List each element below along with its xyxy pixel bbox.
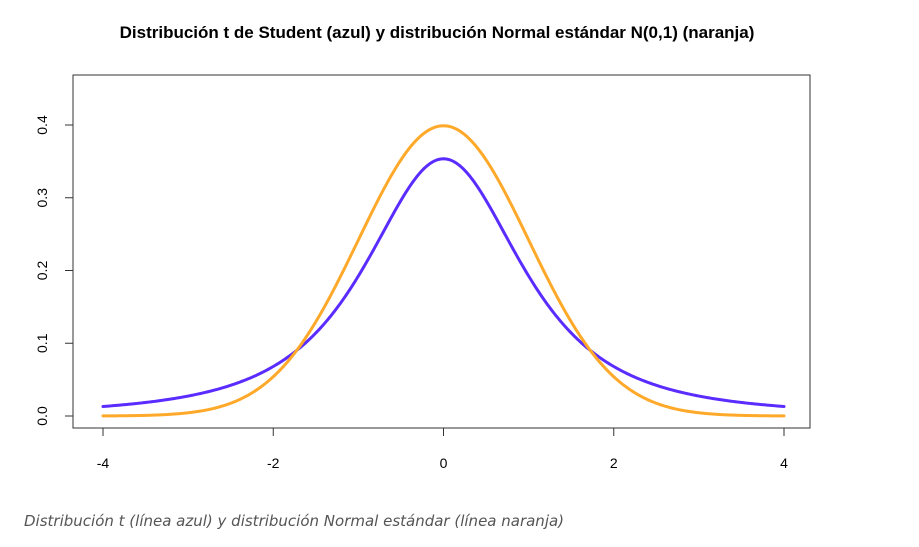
- x-tick-label: 4: [780, 455, 788, 471]
- x-tick-label: 0: [440, 455, 448, 471]
- x-tick-label: -2: [267, 455, 280, 471]
- x-tick-label: 2: [610, 455, 618, 471]
- chart-title: Distribución t de Student (azul) y distr…: [120, 23, 755, 42]
- y-tick-label: 0.0: [34, 406, 50, 426]
- y-tick-label: 0.1: [34, 333, 50, 353]
- y-ticks: 0.0 0.1 0.2 0.3 0.4: [34, 115, 73, 426]
- series-lines: [101, 124, 786, 418]
- series-line-normal: [101, 124, 786, 418]
- x-ticks: -4 -2 0 2 4: [97, 428, 788, 471]
- y-tick-label: 0.2: [34, 261, 50, 281]
- figure-caption: Distribución t (línea azul) y distribuci…: [24, 512, 565, 530]
- y-tick-label: 0.4: [34, 115, 50, 135]
- y-tick-label: 0.3: [34, 188, 50, 208]
- series-line-t-student: [101, 157, 786, 408]
- plot-frame: [72, 74, 811, 429]
- x-tick-label: -4: [97, 455, 110, 471]
